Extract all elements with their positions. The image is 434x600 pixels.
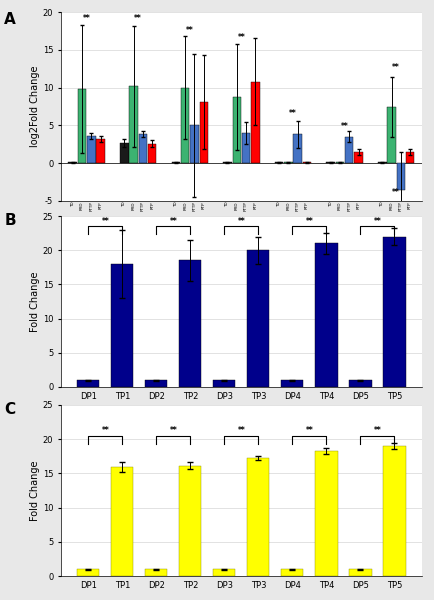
Bar bbox=[247, 458, 269, 576]
Text: **: ** bbox=[289, 109, 296, 118]
Text: **: ** bbox=[82, 14, 90, 23]
Bar bbox=[213, 569, 235, 576]
Bar bbox=[111, 264, 133, 387]
Bar bbox=[77, 569, 99, 576]
Text: **: ** bbox=[237, 426, 245, 435]
Text: **: ** bbox=[391, 188, 399, 197]
Bar bbox=[148, 143, 156, 163]
Bar bbox=[315, 244, 337, 387]
Text: **: ** bbox=[237, 33, 245, 42]
Text: B: B bbox=[4, 213, 16, 228]
Text: C: C bbox=[4, 402, 16, 417]
Text: **: ** bbox=[340, 122, 348, 131]
Text: A: A bbox=[4, 12, 16, 27]
Text: **: ** bbox=[305, 217, 312, 226]
Bar bbox=[247, 250, 269, 387]
Bar bbox=[96, 139, 105, 163]
Bar bbox=[190, 125, 198, 163]
Text: **: ** bbox=[305, 426, 312, 435]
Text: **: ** bbox=[391, 64, 399, 73]
Bar bbox=[344, 137, 353, 163]
Bar bbox=[129, 86, 138, 163]
Bar bbox=[250, 82, 259, 163]
Text: **: ** bbox=[101, 217, 109, 226]
Text: **: ** bbox=[373, 217, 381, 226]
Bar bbox=[386, 107, 395, 163]
Text: **: ** bbox=[373, 426, 381, 435]
Bar bbox=[293, 134, 301, 163]
Bar bbox=[405, 152, 414, 163]
Text: **: ** bbox=[169, 217, 177, 226]
Bar bbox=[78, 89, 86, 163]
Bar bbox=[349, 380, 371, 387]
Bar bbox=[179, 260, 201, 387]
Y-axis label: log2Fold Change: log2Fold Change bbox=[30, 66, 40, 147]
Bar bbox=[382, 446, 404, 576]
Bar bbox=[181, 88, 189, 163]
Bar bbox=[241, 133, 250, 163]
Bar bbox=[281, 380, 303, 387]
Bar bbox=[145, 569, 167, 576]
Text: **: ** bbox=[186, 26, 193, 35]
Bar bbox=[281, 569, 303, 576]
Text: **: ** bbox=[169, 426, 177, 435]
Text: **: ** bbox=[134, 14, 142, 23]
Text: **: ** bbox=[101, 426, 109, 435]
Text: **: ** bbox=[237, 217, 245, 226]
Bar bbox=[120, 143, 128, 163]
Bar bbox=[349, 569, 371, 576]
Bar bbox=[77, 380, 99, 387]
Y-axis label: Fold Change: Fold Change bbox=[30, 271, 40, 332]
Bar bbox=[138, 134, 147, 163]
Bar bbox=[213, 380, 235, 387]
Bar bbox=[382, 236, 404, 387]
Bar bbox=[396, 163, 404, 190]
Bar bbox=[111, 467, 133, 576]
Y-axis label: Fold Change: Fold Change bbox=[30, 460, 40, 521]
Bar bbox=[145, 380, 167, 387]
Bar bbox=[179, 466, 201, 576]
Bar bbox=[232, 97, 240, 163]
Bar bbox=[87, 136, 95, 163]
Bar bbox=[353, 152, 362, 163]
Bar bbox=[315, 451, 337, 576]
Bar bbox=[199, 102, 207, 163]
